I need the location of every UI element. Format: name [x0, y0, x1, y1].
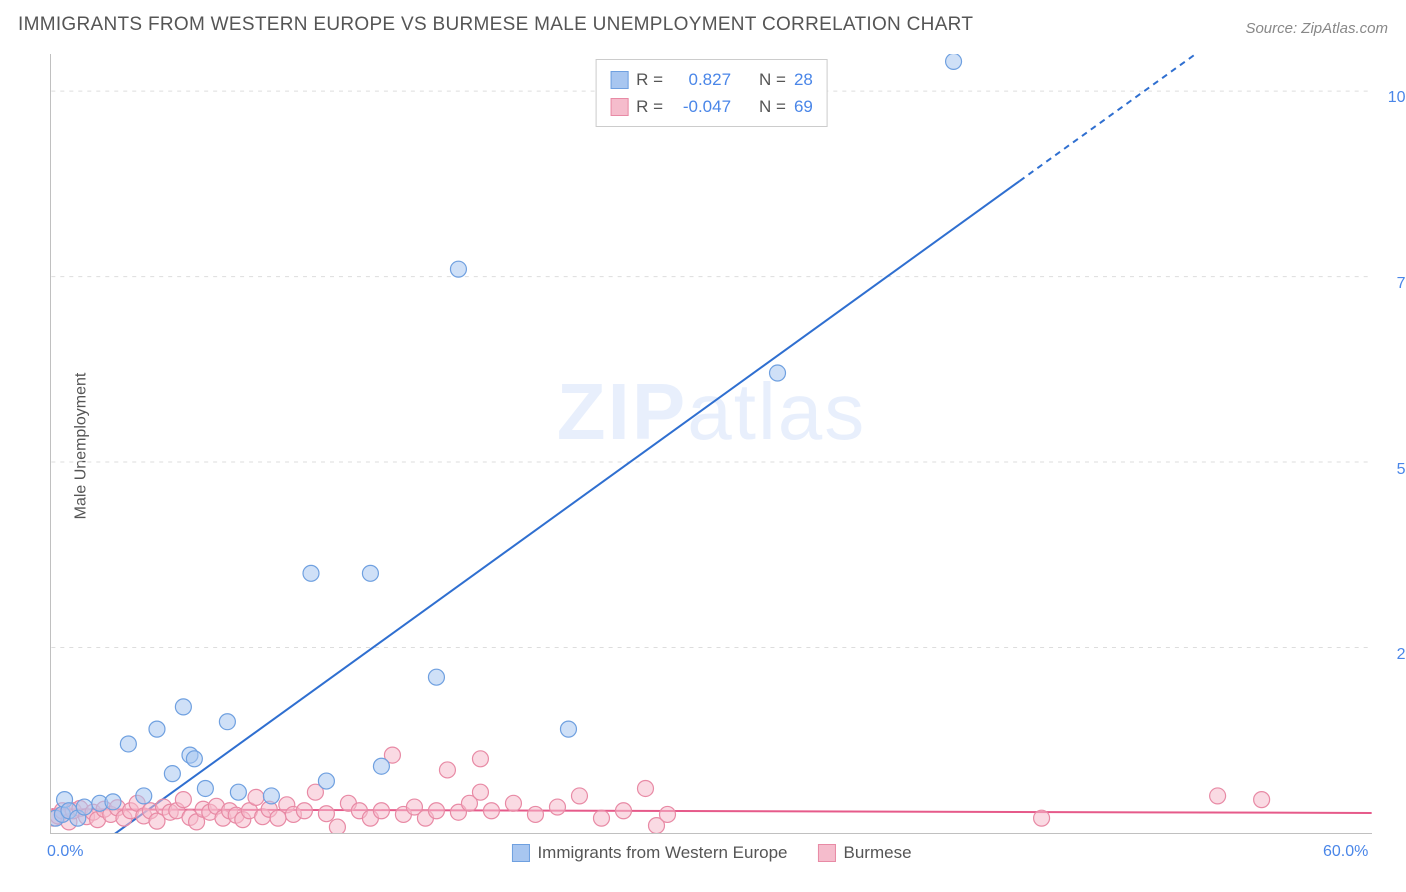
chart-title: IMMIGRANTS FROM WESTERN EUROPE VS BURMES…	[18, 14, 973, 36]
r-label: R =	[636, 93, 663, 120]
legend-label: Immigrants from Western Europe	[537, 843, 787, 863]
plot-area: ZIPatlas R = 0.827 N = 28 R = -0.047 N =…	[50, 54, 1372, 834]
n-label: N =	[759, 66, 786, 93]
watermark-zip: ZIP	[557, 367, 687, 456]
y-tick-label: 100.0%	[1382, 89, 1406, 107]
n-value-b: 69	[794, 93, 813, 120]
legend-item-burmese: Burmese	[818, 843, 912, 863]
y-tick-label: 75.0%	[1382, 275, 1406, 293]
source-attribution: Source: ZipAtlas.com	[1245, 20, 1388, 37]
chart-svg	[51, 54, 1372, 833]
legend-label: Burmese	[844, 843, 912, 863]
legend-swatch-pink	[610, 98, 628, 116]
watermark: ZIPatlas	[557, 366, 866, 458]
n-label: N =	[759, 93, 786, 120]
legend-correlation-box: R = 0.827 N = 28 R = -0.047 N = 69	[595, 59, 828, 127]
r-label: R =	[636, 66, 663, 93]
y-tick-label: 25.0%	[1382, 646, 1406, 664]
r-value-b: -0.047	[671, 93, 731, 120]
legend-swatch-pink	[818, 844, 836, 862]
legend-swatch-blue	[511, 844, 529, 862]
legend-swatch-blue	[610, 71, 628, 89]
x-tick-label: 60.0%	[1323, 843, 1368, 861]
legend-row-series-b: R = -0.047 N = 69	[610, 93, 813, 120]
legend-row-series-a: R = 0.827 N = 28	[610, 66, 813, 93]
legend-item-western-europe: Immigrants from Western Europe	[511, 843, 787, 863]
legend-series-names: Immigrants from Western Europe Burmese	[511, 843, 911, 863]
r-value-a: 0.827	[671, 66, 731, 93]
y-tick-label: 50.0%	[1382, 461, 1406, 479]
watermark-atlas: atlas	[687, 367, 866, 456]
x-tick-label: 0.0%	[47, 843, 83, 861]
n-value-a: 28	[794, 66, 813, 93]
